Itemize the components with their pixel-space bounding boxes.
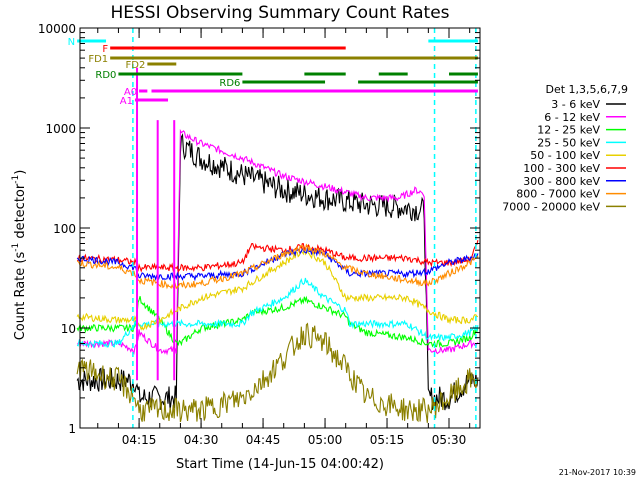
y-axis-label: Count Rate (s-1 detector-1)	[11, 170, 28, 341]
legend-label-s3: 12 - 25 keV	[537, 124, 600, 137]
flag-N-label: N	[68, 37, 75, 48]
legend-label-s9: 7000 - 20000 keV	[502, 200, 600, 213]
flag-RD0-label: RD0	[95, 70, 116, 81]
legend-title: Det 1,3,5,6,7,9	[545, 83, 628, 96]
legend-label-s4: 25 - 50 keV	[537, 136, 600, 149]
series-s5-line	[76, 246, 479, 331]
legend-label-s1: 3 - 6 keV	[551, 98, 600, 111]
flag-A1-label: A1	[120, 96, 133, 107]
legend-label-s8: 800 - 7000 keV	[516, 188, 600, 201]
x-tick-label: 05:00	[308, 433, 343, 447]
legend-label-s7: 300 - 800 keV	[523, 175, 600, 188]
plot-layer	[76, 28, 479, 428]
flag-F-label: F	[102, 44, 108, 55]
x-tick-label: 05:15	[370, 433, 405, 447]
chart-title: HESSI Observing Summary Count Rates	[110, 3, 449, 23]
flag-RD6-label: RD6	[219, 78, 240, 89]
series-s7-line	[76, 246, 479, 282]
y-tick-label: 10	[61, 322, 76, 336]
x-tick-label: 04:15	[122, 433, 157, 447]
flag-A0-label: A0	[124, 87, 137, 98]
y-tick-label: 1	[68, 422, 76, 436]
series-s2-line	[76, 128, 479, 356]
series-s8-line	[76, 243, 479, 290]
x-tick-label: 04:45	[246, 433, 281, 447]
legend-label-s6: 100 - 300 keV	[523, 162, 600, 175]
series-s4-line	[76, 277, 479, 349]
x-axis-label: Start Time (14-Jun-15 04:00:42)	[176, 457, 384, 472]
y-tick-label: 100	[53, 222, 76, 236]
y-tick-label: 1000	[45, 122, 76, 136]
series-s3-line	[76, 295, 479, 349]
flag-FD1-label: FD1	[88, 54, 108, 65]
x-tick-label: 04:30	[184, 433, 219, 447]
series-s9-line	[76, 322, 479, 423]
legend-label-s2: 6 - 12 keV	[544, 111, 600, 124]
flag-FD2-label: FD2	[126, 60, 146, 71]
plot-frame	[79, 27, 481, 429]
series-s1-line	[76, 133, 479, 411]
x-tick-label: 05:30	[432, 433, 467, 447]
axis-layer: 1 10 100 1000 10000 04:15 04:30 04:45 05:00 05:15…	[38, 22, 481, 447]
legend-label-s5: 50 - 100 keV	[530, 149, 600, 162]
y-tick-label: 10000	[38, 22, 76, 36]
series-s6-line	[76, 239, 479, 273]
footer-timestamp: 21-Nov-2017 10:39	[559, 468, 636, 477]
